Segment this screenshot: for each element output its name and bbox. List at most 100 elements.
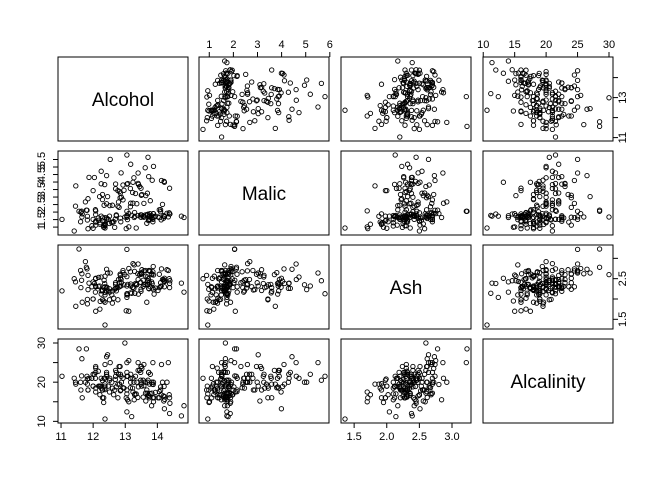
data-point [423,98,430,104]
data-point [84,213,91,219]
data-point [218,279,225,285]
data-point [393,413,399,420]
data-point [548,296,554,303]
data-point [518,308,524,314]
data-point [200,375,206,381]
panel-alcohol-vs-alcalinity [482,56,614,142]
data-point [140,394,146,400]
tick-label: 2 [230,39,236,51]
data-point [250,267,256,274]
data-point [540,216,546,222]
data-point [89,284,95,290]
data-point [556,201,562,207]
data-point [432,361,438,368]
data-point [84,296,91,303]
data-point [419,109,425,116]
variable-label-malic: Malic [242,184,286,205]
x-axis-alcalinity: 10 15 20 25 30 [477,39,615,57]
data-point [89,223,95,229]
data-point [257,363,264,370]
data-point [367,110,374,117]
data-point [145,154,151,160]
data-point [97,298,103,305]
data-point [147,268,153,275]
data-point [552,284,559,290]
data-point [440,86,446,93]
tick-label: 3.5 [36,182,48,197]
data-point [307,371,313,377]
data-point [104,193,111,200]
data-point [200,276,206,282]
data-point [109,220,115,226]
data-point [269,284,275,291]
data-point [130,260,136,267]
data-point [161,394,168,400]
scatter-points-alcohol-vs-ash [342,58,470,140]
data-point [118,219,124,225]
data-point [404,193,411,200]
data-point [121,385,127,391]
data-point [72,203,79,209]
data-point [127,204,134,210]
data-point [115,395,121,401]
data-point [160,393,167,399]
data-point [206,308,213,314]
data-point [402,122,408,128]
data-point [124,291,130,297]
data-point [240,125,246,132]
data-point [102,322,108,328]
data-point [156,284,162,291]
data-point [268,91,274,98]
data-point [91,174,98,181]
data-point [408,91,414,97]
data-point [463,93,469,100]
data-point [556,272,562,279]
data-point [138,214,144,220]
data-point [380,399,387,406]
data-point [549,126,556,133]
data-point [581,271,587,277]
data-point [218,288,225,294]
data-point [404,219,411,225]
data-point [123,395,129,401]
data-point [124,152,130,158]
variable-label-alcalinity: Alcalinity [511,372,586,393]
data-point [382,104,389,111]
data-point [98,168,104,174]
data-point [415,371,421,377]
data-point [513,192,519,199]
data-point [438,214,445,221]
data-point [413,398,419,404]
variable-label-alcohol: Alcohol [92,90,154,111]
data-point [215,267,221,274]
data-point [164,379,170,385]
scatter-points-alcohol-vs-malic [200,58,328,140]
data-point [568,214,574,220]
data-point [144,387,150,393]
data-point [78,284,84,291]
data-point [79,299,85,305]
data-point [534,90,540,96]
data-point [401,80,407,86]
data-point [129,413,135,420]
data-point [524,93,530,100]
data-point [566,284,572,290]
data-point [234,284,240,290]
data-point [93,222,99,228]
data-point [495,294,501,301]
data-point [419,93,426,100]
data-point [489,59,495,66]
data-point [146,214,152,220]
data-point [109,300,116,306]
panel-malic-vs-alcohol [57,150,189,236]
data-point [118,170,124,176]
data-point [399,118,405,124]
data-point [271,367,278,374]
data-point [584,106,590,112]
tick-label: 4 [36,179,48,185]
data-point [293,373,299,379]
data-point [78,387,84,393]
data-point [203,118,210,124]
data-point [543,119,549,126]
data-point [408,114,415,120]
